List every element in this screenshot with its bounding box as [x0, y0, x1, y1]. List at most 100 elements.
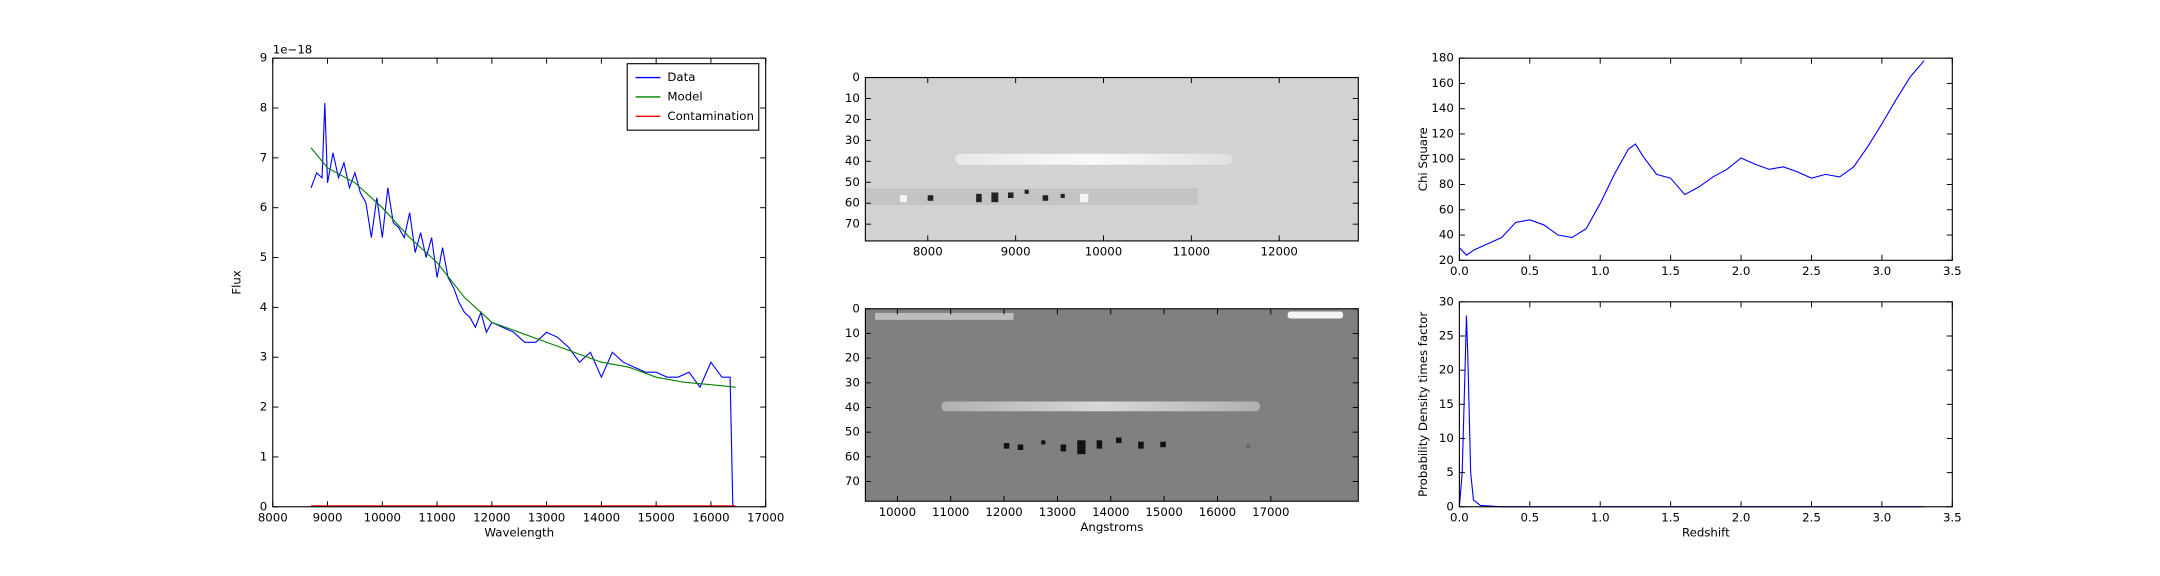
- spectrum-image-bottom: [865, 308, 1359, 502]
- y-tick-label: 0: [852, 301, 859, 315]
- y-tick-label: 30: [845, 375, 860, 389]
- x-tick-label: 0.0: [1450, 264, 1469, 278]
- axes-frame: [1458, 301, 1953, 508]
- y-tick-label: 5: [1446, 465, 1453, 479]
- x-tick-label: 12000: [985, 505, 1022, 519]
- x-tick-label: 2.0: [1732, 510, 1751, 524]
- x-tick-label: 15000: [1145, 505, 1182, 519]
- x-tick-label: 11000: [1173, 245, 1210, 259]
- y-tick-label: 40: [845, 400, 860, 414]
- x-tick-label: 12000: [473, 510, 510, 524]
- y-tick-label: 120: [1431, 126, 1453, 140]
- data-line: [1458, 60, 1925, 256]
- x-tick-label: 17000: [747, 510, 784, 524]
- offset-text: 1e−18: [273, 42, 313, 56]
- y-tick-label: 160: [1431, 76, 1453, 90]
- x-tick-label: 14000: [583, 510, 620, 524]
- x-tick-label: 3.5: [1943, 264, 1962, 278]
- x-tick-label: 1.5: [1661, 264, 1680, 278]
- y-tick-label: 80: [1439, 177, 1454, 191]
- legend-label: Data: [667, 70, 695, 84]
- y-tick-label: 40: [845, 154, 860, 168]
- x-tick-label: 1.5: [1661, 510, 1680, 524]
- x-axis-label: Angstroms: [1080, 520, 1143, 534]
- x-tick-label: 10000: [1085, 245, 1122, 259]
- y-tick-label: 180: [1431, 51, 1453, 65]
- x-tick-label: 3.0: [1873, 264, 1892, 278]
- x-tick-label: 8000: [913, 245, 943, 259]
- y-tick-label: 10: [1439, 431, 1454, 445]
- legend-label: Model: [667, 89, 702, 103]
- x-tick-label: 2.5: [1802, 510, 1821, 524]
- x-tick-label: 3.0: [1873, 510, 1892, 524]
- x-tick-label: 1.0: [1591, 510, 1610, 524]
- y-tick-label: 50: [845, 175, 860, 189]
- y-tick-label: 4: [260, 300, 267, 314]
- y-tick-label: 2: [260, 400, 267, 414]
- x-tick-label: 0.5: [1520, 510, 1539, 524]
- y-tick-label: 15: [1439, 397, 1454, 411]
- x-tick-label: 9000: [1001, 245, 1031, 259]
- y-tick-label: 3: [260, 350, 267, 364]
- data-line: [310, 102, 734, 507]
- y-tick-label: 7: [260, 150, 267, 164]
- y-tick-label: 30: [845, 133, 860, 147]
- x-tick-label: 9000: [313, 510, 343, 524]
- y-tick-label: 10: [845, 326, 860, 340]
- y-tick-label: 5: [260, 250, 267, 264]
- y-tick-label: 1: [260, 449, 267, 463]
- y-tick-label: 60: [845, 449, 860, 463]
- y-tick-label: 60: [845, 196, 860, 210]
- y-tick-label: 0: [852, 70, 859, 84]
- x-tick-label: 0.0: [1450, 510, 1469, 524]
- y-tick-label: 20: [1439, 253, 1454, 267]
- y-tick-label: 25: [1439, 329, 1454, 343]
- axes-frame: [1458, 57, 1953, 261]
- x-tick-label: 10000: [364, 510, 401, 524]
- data-line: [310, 147, 736, 388]
- x-tick-label: 16000: [692, 510, 729, 524]
- x-tick-label: 13000: [528, 510, 565, 524]
- x-tick-label: 2.0: [1732, 264, 1751, 278]
- y-axis-label: Flux: [229, 270, 243, 294]
- legend-label: Contamination: [667, 109, 754, 123]
- y-tick-label: 6: [260, 200, 267, 214]
- x-tick-label: 11000: [932, 505, 969, 519]
- x-tick-label: 15000: [637, 510, 674, 524]
- y-tick-label: 100: [1431, 152, 1453, 166]
- y-axis-label: Probability Density times factor: [1416, 312, 1430, 497]
- y-tick-label: 20: [845, 351, 860, 365]
- x-tick-label: 14000: [1092, 505, 1129, 519]
- x-tick-label: 17000: [1252, 505, 1289, 519]
- y-tick-label: 20: [1439, 363, 1454, 377]
- y-axis-label: Chi Square: [1416, 127, 1430, 191]
- y-tick-label: 40: [1439, 228, 1454, 242]
- y-tick-label: 10: [845, 91, 860, 105]
- y-tick-label: 20: [845, 112, 860, 126]
- x-tick-label: 1.0: [1591, 264, 1610, 278]
- x-tick-label: 12000: [1261, 245, 1298, 259]
- data-line: [1458, 315, 1925, 508]
- axes-frame: [864, 308, 1359, 502]
- x-tick-label: 2.5: [1802, 264, 1821, 278]
- x-tick-label: 0.5: [1520, 264, 1539, 278]
- y-tick-label: 8: [260, 100, 267, 114]
- x-tick-label: 13000: [1039, 505, 1076, 519]
- y-tick-label: 0: [1446, 499, 1453, 513]
- y-tick-label: 50: [845, 425, 860, 439]
- y-tick-label: 140: [1431, 101, 1453, 115]
- x-tick-label: 11000: [418, 510, 455, 524]
- y-tick-label: 70: [845, 217, 860, 231]
- axes-frame: [864, 76, 1359, 242]
- x-tick-label: 3.5: [1943, 510, 1962, 524]
- y-tick-label: 9: [260, 51, 267, 65]
- y-tick-label: 60: [1439, 202, 1454, 216]
- y-tick-label: 70: [845, 474, 860, 488]
- x-axis-label: Redshift: [1682, 526, 1730, 540]
- y-tick-label: 30: [1439, 294, 1454, 308]
- y-tick-label: 0: [260, 499, 267, 513]
- x-tick-label: 16000: [1199, 505, 1236, 519]
- x-tick-label: 10000: [879, 505, 916, 519]
- axes-frame: [272, 57, 767, 508]
